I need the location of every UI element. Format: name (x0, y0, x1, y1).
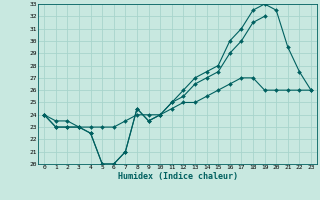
X-axis label: Humidex (Indice chaleur): Humidex (Indice chaleur) (118, 172, 238, 181)
